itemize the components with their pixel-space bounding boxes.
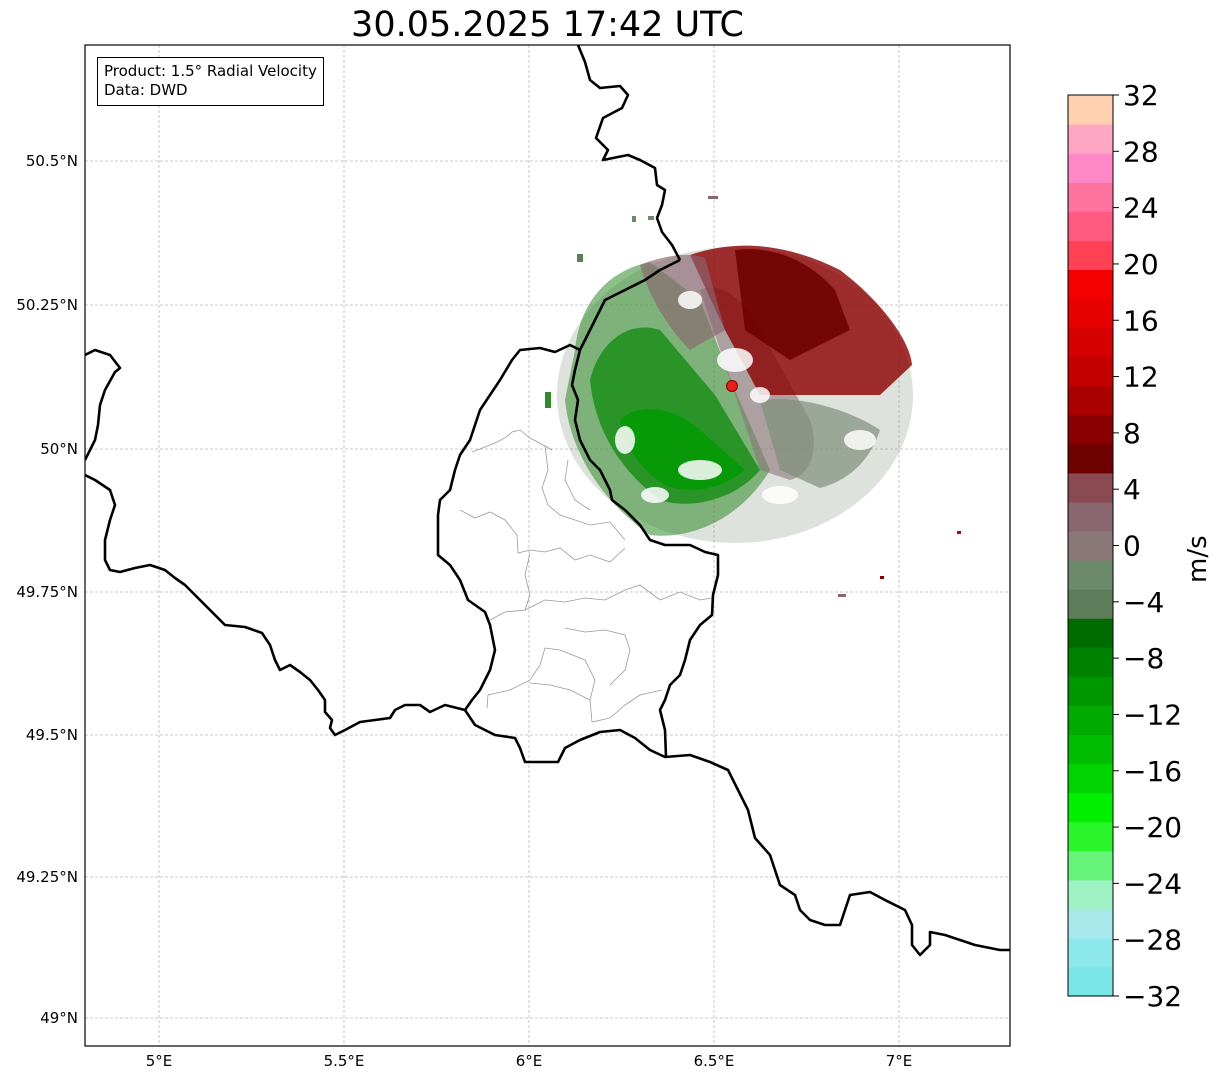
- colorbar-tick-label: 24: [1123, 192, 1159, 225]
- colorbar-segment: [1068, 676, 1113, 706]
- colorbar-segment: [1068, 908, 1113, 939]
- colorbar-tick-label: 16: [1123, 304, 1159, 337]
- canton-boundaries: [459, 429, 713, 723]
- colorbar-segment: [1068, 153, 1113, 183]
- colorbar-ticks: 32 28 24 20 16 12 8 4 0 −4 −8 −12 −16 −20 −24 −28 −32: [1113, 79, 1182, 1013]
- colorbar-tick-label: 12: [1123, 361, 1159, 394]
- colorbar-tick-label: 32: [1123, 79, 1159, 112]
- colorbar-tick-label: −8: [1123, 642, 1164, 675]
- colorbar: [1067, 94, 1114, 997]
- colorbar-segment: [1068, 95, 1113, 125]
- colorbar-segment: [1068, 966, 1113, 997]
- radar-velocity-echoes: [545, 196, 961, 597]
- colorbar-segment: [1068, 530, 1113, 561]
- lon-tick-label: 5.5°E: [324, 1052, 365, 1070]
- colorbar-segment: [1068, 937, 1113, 968]
- colorbar-tick-label: −24: [1123, 867, 1182, 900]
- gridlines: [85, 45, 1010, 1046]
- colorbar-segment: [1068, 850, 1113, 881]
- product-label: Product: 1.5° Radial Velocity: [104, 62, 317, 80]
- colorbar-segment: [1068, 443, 1113, 474]
- colorbar-tick-label: 28: [1123, 135, 1159, 168]
- colorbar-tick-label: −32: [1123, 980, 1182, 1013]
- map-frame: [84, 44, 1011, 1047]
- colorbar-segment: [1068, 385, 1113, 416]
- colorbar-tick-label: −16: [1123, 755, 1182, 788]
- colorbar-segment: [1068, 472, 1113, 503]
- colorbar-segment: [1068, 734, 1113, 765]
- colorbar-segment: [1068, 647, 1113, 677]
- map-title: 30.05.2025 17:42 UTC: [351, 5, 744, 45]
- lat-tick-label: 50.25°N: [16, 296, 78, 314]
- colorbar-segment: [1068, 124, 1113, 154]
- lon-tick-label: 6°E: [516, 1052, 543, 1070]
- colorbar-tick-label: 20: [1123, 248, 1159, 281]
- colorbar-segment: [1068, 414, 1113, 445]
- colorbar-tick-label: −12: [1123, 698, 1182, 731]
- lat-tick-label: 49.75°N: [16, 583, 78, 601]
- colorbar-tick-label: 4: [1123, 473, 1141, 506]
- lat-tick-label: 49.25°N: [16, 868, 78, 886]
- colorbar-segment: [1068, 589, 1113, 619]
- colorbar-tick-label: 0: [1123, 530, 1141, 563]
- radar-site-marker: [726, 380, 738, 392]
- colorbar-segment: [1068, 240, 1113, 270]
- lat-tick-label: 50.5°N: [26, 152, 78, 170]
- colorbar-tick-label: −20: [1123, 811, 1182, 844]
- data-source-label: Data: DWD: [104, 81, 188, 99]
- lat-tick-label: 49°N: [40, 1009, 78, 1027]
- lon-tick-label: 6.5°E: [694, 1052, 735, 1070]
- colorbar-segment: [1068, 763, 1113, 794]
- colorbar-segment: [1068, 560, 1113, 590]
- info-box: Product: 1.5° Radial Velocity Data: DWD: [97, 57, 324, 106]
- colorbar-tick-label: −4: [1123, 586, 1164, 619]
- lat-tick-labels: 50.5°N 50.25°N 50°N 49.75°N 49.5°N 49.25…: [16, 152, 78, 1027]
- colorbar-tick-label: 8: [1123, 417, 1141, 450]
- lon-tick-label: 7°E: [886, 1052, 913, 1070]
- colorbar-segment: [1068, 182, 1113, 212]
- country-borders: [85, 45, 1010, 957]
- colorbar-unit-label: m/s: [1183, 535, 1213, 583]
- colorbar-segment: [1068, 501, 1113, 532]
- colorbar-tick-label: −28: [1123, 924, 1182, 957]
- lat-tick-label: 49.5°N: [26, 726, 78, 744]
- colorbar-segment: [1068, 269, 1113, 300]
- colorbar-segment: [1068, 879, 1113, 910]
- lon-tick-label: 5°E: [146, 1052, 173, 1070]
- lat-tick-label: 50°N: [40, 440, 78, 458]
- colorbar-segment: [1068, 792, 1113, 823]
- colorbar-segment: [1068, 356, 1113, 387]
- colorbar-segment: [1068, 211, 1113, 241]
- colorbar-segment: [1068, 327, 1113, 358]
- colorbar-segment: [1068, 705, 1113, 736]
- colorbar-segment: [1068, 618, 1113, 648]
- lon-tick-labels: 5°E 5.5°E 6°E 6.5°E 7°E: [146, 1052, 913, 1070]
- colorbar-segment: [1068, 298, 1113, 329]
- map-area: [85, 45, 1010, 1046]
- colorbar-segment: [1068, 821, 1113, 852]
